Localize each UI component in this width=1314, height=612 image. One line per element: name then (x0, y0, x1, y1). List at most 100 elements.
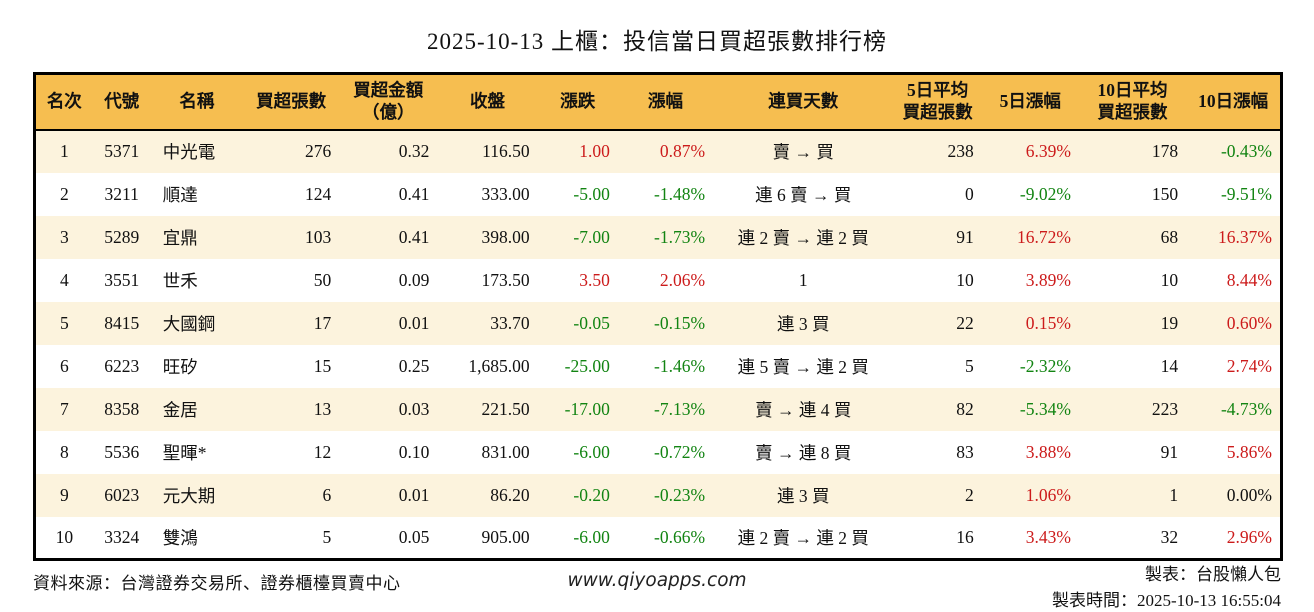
cell-avg10: 91 (1160, 441, 1179, 462)
footer: 資料來源：台灣證券交易所、證券櫃檯買賣中心 www.qiyoapps.com 製… (0, 562, 1314, 612)
cell-pct10: 2.74% (1226, 355, 1272, 376)
cell-amount: 0.01 (398, 312, 430, 333)
column-header-change-pct: 漲幅 (617, 73, 714, 131)
cell-net-buy: 6 (322, 484, 332, 505)
cell-amount: 0.10 (398, 441, 430, 462)
page-title: 2025-10-13 上櫃：投信當日買超張數排行榜 (426, 29, 888, 54)
cell-net-buy: 276 (304, 141, 332, 161)
column-header-avg10: 10日平均 買超張數 (1078, 73, 1187, 131)
cell-net-buy: 5 (322, 526, 332, 547)
cell-change-pct: -0.23% (654, 484, 706, 505)
cell-streak: 連 2 賣 → 連 2 買 (737, 227, 869, 248)
cell-streak: 連 5 賣 → 連 2 買 (737, 356, 869, 377)
column-header-code: 代號 (92, 73, 151, 131)
cell-close: 1,685.00 (468, 355, 530, 376)
cell-change: -5.00 (573, 183, 610, 204)
table-row: 2 3211 順達 124 0.41 333.00 -5.00 -1.48% 連… (34, 172, 1282, 216)
cell-change-pct: -0.66% (654, 526, 706, 547)
cell-name: 聖暉* (162, 442, 207, 463)
cell-code: 3324 (104, 526, 140, 547)
column-header-change: 漲跌 (537, 73, 618, 131)
cell-avg5: 22 (956, 312, 974, 333)
table-row: 1 5371 中光電 276 0.32 116.50 1.00 0.87% 賣 … (34, 129, 1282, 173)
cell-change-pct: -0.72% (654, 441, 706, 462)
cell-close: 173.50 (481, 269, 530, 290)
cell-change-pct: -1.73% (654, 226, 706, 247)
cell-avg5: 91 (956, 226, 974, 247)
cell-pct10: 16.37% (1218, 226, 1272, 247)
cell-pct10: -9.51% (1220, 183, 1272, 204)
cell-streak: 連 2 賣 → 連 2 買 (737, 527, 869, 548)
cell-rank: 8 (59, 441, 69, 462)
made-time-text: 製表時間：2025-10-13 16:55:04 (1051, 591, 1281, 611)
column-header-pct5: 5日漲幅 (981, 73, 1079, 131)
cell-change: -0.20 (573, 484, 610, 505)
column-header-streak: 連買天數 (713, 73, 894, 131)
cell-net-buy: 124 (304, 183, 332, 204)
cell-code: 6223 (104, 355, 140, 376)
cell-rank: 9 (59, 484, 69, 505)
cell-code: 3551 (104, 269, 140, 290)
cell-avg10: 223 (1151, 398, 1179, 419)
cell-pct10: 8.44% (1226, 269, 1272, 290)
table-row: 3 5289 宜鼎 103 0.41 398.00 -7.00 -1.73% 連… (34, 215, 1282, 259)
cell-pct10: 5.86% (1226, 441, 1272, 462)
cell-rank: 4 (59, 269, 69, 290)
cell-pct5: 0.15% (1025, 312, 1071, 333)
cell-name: 大國鋼 (162, 313, 216, 334)
cell-close: 333.00 (481, 183, 530, 204)
column-header-net-buy: 買超張數 (242, 73, 340, 131)
cell-code: 5289 (104, 226, 140, 247)
cell-name: 中光電 (162, 142, 216, 162)
cell-name: 順達 (162, 184, 198, 205)
cell-amount: 0.41 (398, 226, 430, 247)
cell-pct5: 3.89% (1025, 269, 1071, 290)
cell-rank: 7 (59, 398, 69, 419)
cell-close: 398.00 (481, 226, 530, 247)
cell-code: 8358 (104, 398, 140, 419)
cell-name: 雙鴻 (162, 527, 198, 548)
cell-change: -0.05 (573, 312, 610, 333)
cell-streak: 連 3 買 (777, 313, 830, 334)
cell-avg10: 19 (1160, 312, 1179, 333)
cell-code: 8415 (104, 312, 140, 333)
cell-streak: 賣 → 連 4 買 (755, 399, 852, 420)
cell-pct5: 3.43% (1025, 526, 1071, 547)
cell-avg10: 68 (1160, 226, 1179, 247)
cell-close: 221.50 (481, 398, 530, 419)
cell-rank: 1 (59, 141, 69, 161)
cell-rank: 6 (59, 355, 69, 376)
cell-change: -17.00 (564, 398, 610, 419)
cell-change-pct: -0.15% (654, 312, 706, 333)
cell-name: 金居 (162, 399, 198, 420)
cell-net-buy: 12 (313, 441, 332, 462)
data-source-text: 資料來源：台灣證券交易所、證券櫃檯買賣中心 (33, 574, 401, 593)
ranking-table: 名次 代號 名稱 買超張數 買超金額 （億） 收盤 漲跌 漲幅 連買天數 5日平… (33, 72, 1283, 561)
cell-avg10: 178 (1151, 141, 1179, 161)
cell-avg10: 150 (1151, 183, 1179, 204)
cell-change-pct: 0.87% (659, 141, 706, 161)
cell-code: 5371 (104, 141, 140, 161)
table-row: 10 3324 雙鴻 5 0.05 905.00 -6.00 -0.66% 連 … (34, 516, 1282, 560)
cell-pct5: -2.32% (1019, 355, 1071, 376)
table-row: 9 6023 元大期 6 0.01 86.20 -0.20 -0.23% 連 3… (34, 473, 1282, 517)
cell-change-pct: 2.06% (659, 269, 706, 290)
cell-net-buy: 50 (313, 269, 332, 290)
cell-close: 116.50 (482, 141, 530, 161)
cell-avg5: 2 (964, 484, 974, 505)
cell-code: 5536 (104, 441, 140, 462)
table-body: 1 5371 中光電 276 0.32 116.50 1.00 0.87% 賣 … (34, 129, 1282, 560)
cell-rank: 3 (59, 226, 69, 247)
cell-rank: 10 (55, 526, 74, 547)
cell-avg5: 5 (964, 355, 974, 376)
cell-pct5: -9.02% (1019, 183, 1071, 204)
cell-amount: 0.01 (398, 484, 430, 505)
cell-change: -6.00 (573, 526, 610, 547)
cell-pct5: 3.88% (1025, 441, 1071, 462)
cell-avg5: 0 (964, 183, 974, 204)
cell-pct10: -4.73% (1220, 398, 1272, 419)
cell-rank: 5 (59, 312, 69, 333)
maker-text: 製表：台股懶人包 (1145, 565, 1281, 584)
cell-change: -6.00 (573, 441, 610, 462)
cell-pct10: -0.43% (1220, 141, 1272, 161)
